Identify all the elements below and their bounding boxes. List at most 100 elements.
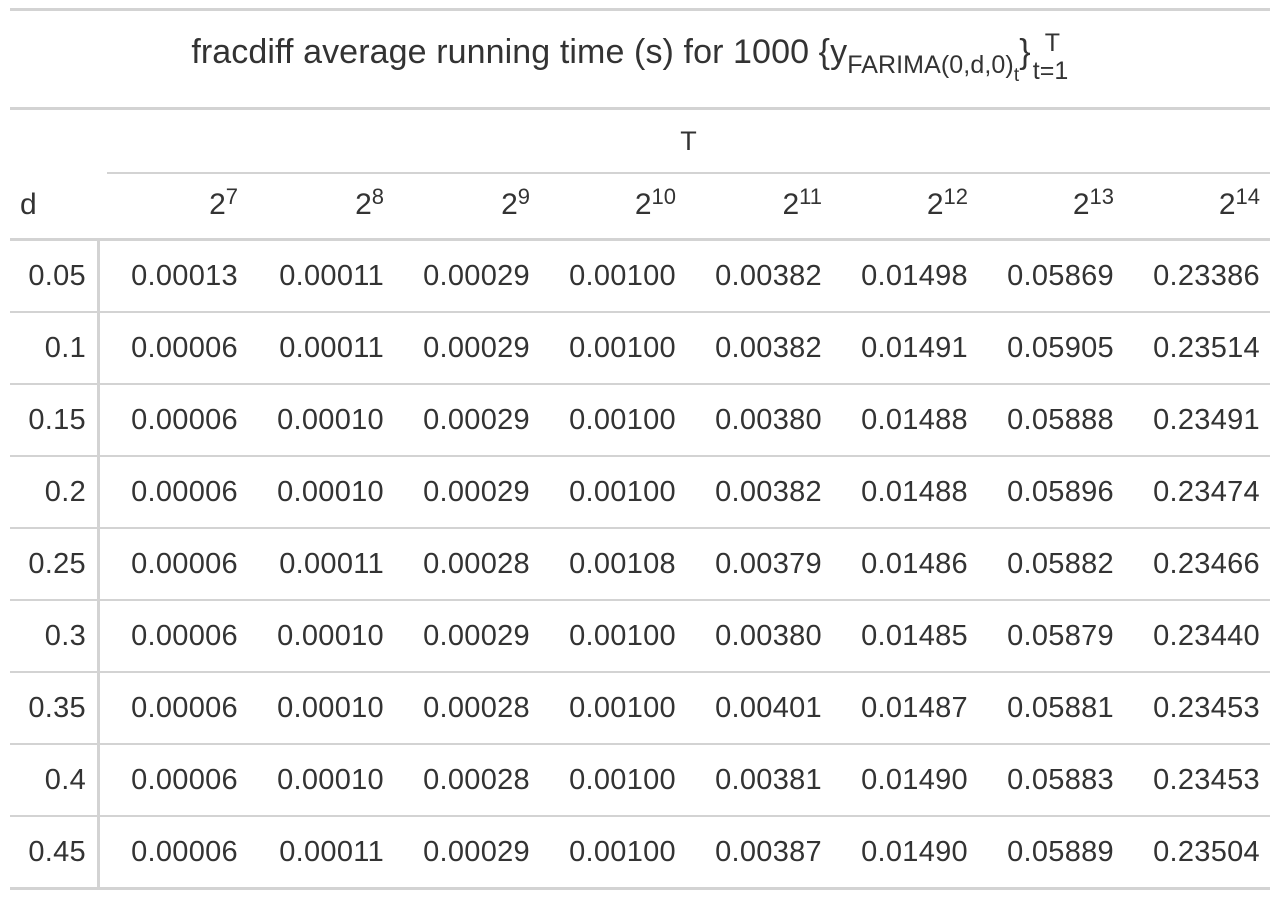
table-cell: 0.00100 xyxy=(569,476,676,508)
table-cell: 0.00029 xyxy=(423,476,530,508)
column-header-1: 28 xyxy=(254,184,384,222)
table-cell: 0.00029 xyxy=(423,260,530,292)
table-row: 0.4 0.00006 0.00010 0.00028 0.00100 0.00381 0.… xyxy=(10,745,1270,817)
table-cell: 0.00011 xyxy=(279,332,384,364)
table-cell: 0.00380 xyxy=(715,404,822,436)
table-cell: 0.05905 xyxy=(1007,332,1114,364)
column-header-2: 29 xyxy=(400,184,530,222)
row-label-d: 0.35 xyxy=(28,692,86,724)
table-cell: 0.00100 xyxy=(569,260,676,292)
table-title-row: fracdiff average running time (s) for 10… xyxy=(10,11,1270,107)
table-cell: 0.00028 xyxy=(423,692,530,724)
table-cell: 0.01486 xyxy=(861,548,968,580)
table-cell: 0.23514 xyxy=(1153,332,1260,364)
table-cell: 0.23491 xyxy=(1153,404,1260,436)
column-header-exponent: 11 xyxy=(799,184,822,209)
header-rule xyxy=(10,238,1270,241)
table-cell: 0.23504 xyxy=(1153,836,1260,868)
column-header-row: d 27 28 29 210 211 212 213 214 xyxy=(10,174,1270,238)
table-cell: 0.00029 xyxy=(423,836,530,868)
table-row: 0.05 0.00013 0.00011 0.00029 0.00100 0.00382 0… xyxy=(10,241,1270,313)
table-cell: 0.00006 xyxy=(131,620,238,652)
column-header-6: 213 xyxy=(984,184,1114,222)
table-cell: 0.00029 xyxy=(423,620,530,652)
table-cell: 0.01488 xyxy=(861,404,968,436)
row-label-d: 0.2 xyxy=(44,476,86,508)
table-cell: 0.05882 xyxy=(1007,548,1114,580)
title-main: fracdiff average running time (s) for 10… xyxy=(191,33,848,71)
table-cell: 0.00006 xyxy=(131,476,238,508)
table-cell: 0.00006 xyxy=(131,836,238,868)
column-header-exponent: 12 xyxy=(943,184,968,209)
row-label-d: 0.4 xyxy=(44,764,86,796)
table-cell: 0.23474 xyxy=(1153,476,1260,508)
table-body: 0.05 0.00013 0.00011 0.00029 0.00100 0.00382 0… xyxy=(10,241,1270,890)
table-cell: 0.23453 xyxy=(1153,692,1260,724)
column-header-base: 2 xyxy=(209,188,226,221)
table-row: 0.25 0.00006 0.00011 0.00028 0.00108 0.00379 0… xyxy=(10,529,1270,601)
table-cell: 0.00401 xyxy=(715,692,822,724)
column-header-7: 214 xyxy=(1130,184,1260,222)
results-table: fracdiff average running time (s) for 10… xyxy=(10,8,1270,890)
column-header-exponent: 14 xyxy=(1235,184,1260,209)
column-spanner-row: T xyxy=(10,110,1270,174)
row-label-d: 0.05 xyxy=(28,260,86,292)
table-cell: 0.01487 xyxy=(861,692,968,724)
table-cell: 0.00010 xyxy=(277,404,384,436)
table-cell: 0.00029 xyxy=(423,332,530,364)
table-cell: 0.00380 xyxy=(715,620,822,652)
table-cell: 0.00029 xyxy=(423,404,530,436)
table-cell: 0.23453 xyxy=(1153,764,1260,796)
column-header-5: 212 xyxy=(838,184,968,222)
table-cell: 0.05879 xyxy=(1007,620,1114,652)
title-rule xyxy=(10,107,1270,110)
table-cell: 0.00100 xyxy=(569,332,676,364)
column-header-base: 2 xyxy=(1218,188,1236,221)
table-cell: 0.00006 xyxy=(131,332,238,364)
table-cell: 0.00006 xyxy=(131,548,238,580)
column-header-3: 210 xyxy=(546,184,676,222)
table-cell: 0.00013 xyxy=(131,260,238,292)
table-cell: 0.00010 xyxy=(277,692,384,724)
table-cell: 0.23386 xyxy=(1153,260,1260,292)
table-cell: 0.00006 xyxy=(131,404,238,436)
table-row: 0.3 0.00006 0.00010 0.00029 0.00100 0.00380 0.… xyxy=(10,601,1270,673)
table-cell: 0.00006 xyxy=(131,764,238,796)
table-cell: 0.00387 xyxy=(715,836,822,868)
column-header-base: 2 xyxy=(926,188,944,221)
column-header-exponent: 7 xyxy=(225,184,238,209)
column-header-exponent: 8 xyxy=(371,184,384,209)
table-cell: 0.05881 xyxy=(1007,692,1114,724)
table-cell: 0.00011 xyxy=(279,548,384,580)
table-cell: 0.00379 xyxy=(715,548,822,580)
table-cell: 0.01490 xyxy=(861,836,968,868)
title-brace-close: } xyxy=(1019,33,1031,71)
column-header-4: 211 xyxy=(692,184,822,222)
row-label-d: 0.1 xyxy=(44,332,86,364)
table-cell: 0.00382 xyxy=(715,332,822,364)
table-cell: 0.00100 xyxy=(569,692,676,724)
column-header-exponent: 10 xyxy=(651,184,676,209)
table-cell: 0.00006 xyxy=(131,692,238,724)
column-spanner-label: T xyxy=(680,126,697,156)
table-cell: 0.00028 xyxy=(423,548,530,580)
stub-divider xyxy=(97,241,100,890)
table-cell: 0.00100 xyxy=(569,764,676,796)
column-header-base: 2 xyxy=(355,188,372,221)
table-cell: 0.01498 xyxy=(861,260,968,292)
table-cell: 0.00382 xyxy=(715,476,822,508)
title-subscript-farima: FARIMA(0,d,0) xyxy=(847,51,1014,79)
table-cell: 0.00382 xyxy=(715,260,822,292)
table-cell: 0.05869 xyxy=(1007,260,1114,292)
column-header-base: 2 xyxy=(634,188,652,221)
table-cell: 0.00108 xyxy=(569,548,676,580)
table-cell: 0.00100 xyxy=(569,404,676,436)
table-cell: 0.00010 xyxy=(277,764,384,796)
table-cell: 0.05889 xyxy=(1007,836,1114,868)
column-header-base: 2 xyxy=(782,188,800,221)
table-cell: 0.01488 xyxy=(861,476,968,508)
stub-header: d xyxy=(20,188,37,221)
table-cell: 0.00100 xyxy=(569,836,676,868)
column-header-0: 27 xyxy=(108,184,238,222)
